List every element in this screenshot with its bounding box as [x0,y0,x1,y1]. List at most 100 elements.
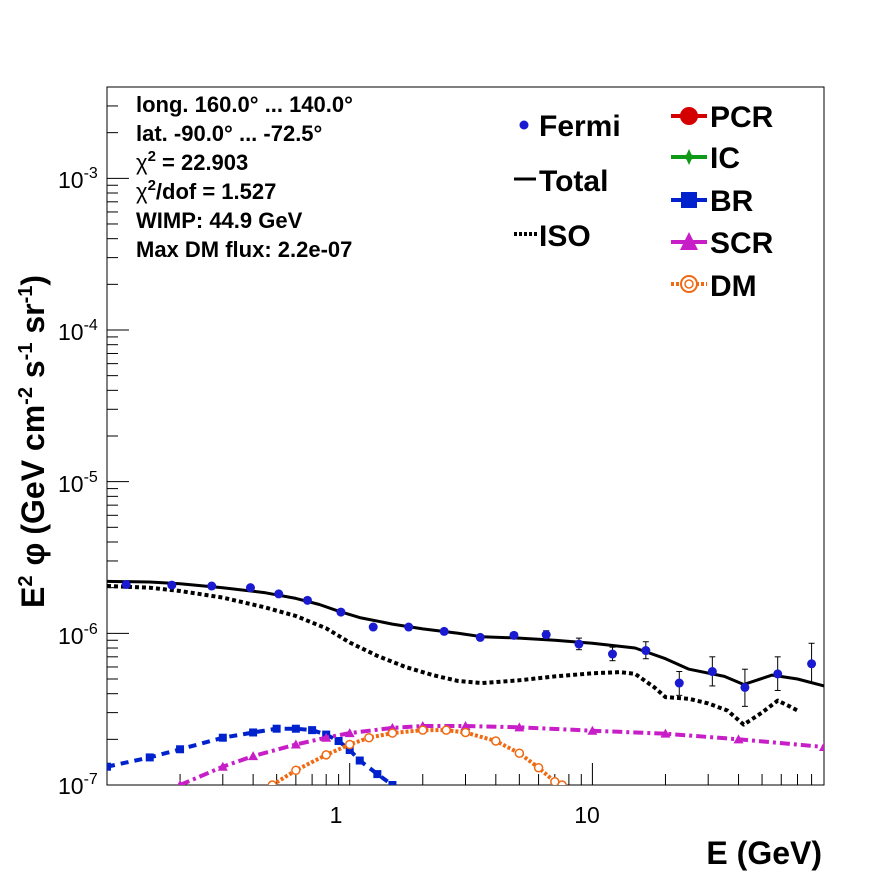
series-marker-dm [364,732,374,743]
x-tick-label-10: 10 [574,802,600,828]
x-tick-labels: 1 10 [330,802,600,828]
series-marker-br [145,753,154,762]
fermi-data-point [773,669,783,679]
fermi-data-point [475,632,485,642]
series-marker-scr [514,722,525,732]
series-marker-scr [587,725,598,735]
fermi-data-point [302,595,312,605]
series-marker-dm [514,748,525,758]
fermi-data-point [368,622,378,632]
y-tick-label-1e-3: 10-3 [58,165,98,193]
series-marker-dm [291,765,301,776]
series-marker-scr [321,732,332,742]
legend-marker-br [681,192,697,208]
series-marker-scr [177,780,183,785]
series-marker-br [176,745,185,754]
fermi-data-point [167,580,177,590]
legend-label-fermi: Fermi [539,110,621,143]
fermi-data-point [740,682,750,692]
fermi-layer [121,579,817,707]
legend-label-dm: DM [710,270,757,303]
series-marker-dm [533,762,544,773]
legend-marker-scr [680,232,698,250]
fermi-data-point [541,630,551,640]
series-layer [107,579,824,785]
fermi-data-point [404,622,414,632]
series-marker-br [107,762,111,771]
series-marker-dm [267,780,278,785]
info-latitude: lat. -90.0° ... -72.5° [136,121,322,146]
series-marker-scr [248,751,259,761]
fermi-data-point [336,607,346,617]
legend-label-scr: SCR [710,227,774,260]
series-marker-scr [819,742,824,752]
legend-marker-dm [680,275,698,293]
series-marker-br [218,733,227,742]
legend-label-ic: IC [710,142,740,175]
series-marker-dm [460,727,471,738]
series-marker-scr [460,720,471,730]
series-marker-br [373,770,382,779]
series-marker-br [334,737,343,746]
y-tick-label-1e-5: 10-5 [58,469,98,497]
fermi-data-point [574,639,584,649]
series-line-total [107,579,824,688]
fermi-data-point [509,630,519,640]
series-marker-dm [344,739,355,750]
series-marker-dm [557,780,567,785]
info-longitude: long. 160.0° ... 140.0° [136,92,353,117]
legend-marker-dm-inner [684,279,694,289]
series-marker-dm [418,725,428,735]
legend-label-total: Total [539,165,608,198]
legend-label-pcr: PCR [710,101,774,134]
series-marker-dm [387,728,398,738]
series-line-scr [179,724,824,785]
info-wimp: WIMP: 44.9 GeV [136,208,303,233]
series-line-iso [107,584,799,727]
series-marker-scr [733,734,744,744]
info-chi2: χ2 = 22.903 [136,148,248,175]
series-line-br [107,726,394,785]
series-marker-br [345,746,354,755]
info-max-dm-flux: Max DM flux: 2.2e-07 [136,237,352,262]
fermi-data-point [607,649,617,659]
series-marker-scr [660,728,671,738]
fermi-data-point [641,646,651,656]
fermi-data-point [807,659,817,669]
legend-marker-fermi [519,120,529,130]
series-marker-dm [491,736,501,746]
fermi-data-point [674,678,684,688]
y-axis-title: E2φ(GeV cm-2 s-1 sr-1) [15,275,51,608]
fermi-data-point [121,579,131,589]
series-marker-br [308,726,317,735]
y-tick-label-1e-6: 10-6 [58,621,98,649]
fermi-data-point [245,583,255,593]
y-tick-labels: 10-7 10-6 10-5 10-4 10-3 [58,165,98,799]
series-marker-scr [344,728,355,738]
legend-right: PCR IC BR SCR DM [671,101,774,303]
axis-ticks [106,86,825,786]
legend-label-br: BR [710,185,754,218]
fermi-data-point [274,589,284,599]
x-tick-label-1: 1 [330,802,343,828]
fermi-data-point [707,667,717,677]
fermi-data-point [439,626,449,636]
series-marker-br [291,724,300,733]
y-tick-label-1e-7: 10-7 [58,771,98,799]
series-marker-br [272,724,281,733]
legend-label-iso: ISO [539,220,591,253]
series-marker-scr [217,761,228,771]
series-marker-br [355,756,364,765]
fermi-data-point [207,581,217,591]
series-marker-dm [441,725,452,735]
series-marker-scr [290,739,301,749]
legend-left: Fermi Total ISO [514,110,621,253]
series-marker-br [388,781,397,785]
info-block: long. 160.0° ... 140.0° lat. -90.0° ... … [136,92,353,262]
series-marker-br [249,728,258,737]
series-marker-dm [321,750,331,760]
y-tick-label-1e-4: 10-4 [58,317,98,345]
info-chi2-dof: χ2/dof = 1.527 [136,177,276,204]
legend-marker-pcr [680,107,698,125]
